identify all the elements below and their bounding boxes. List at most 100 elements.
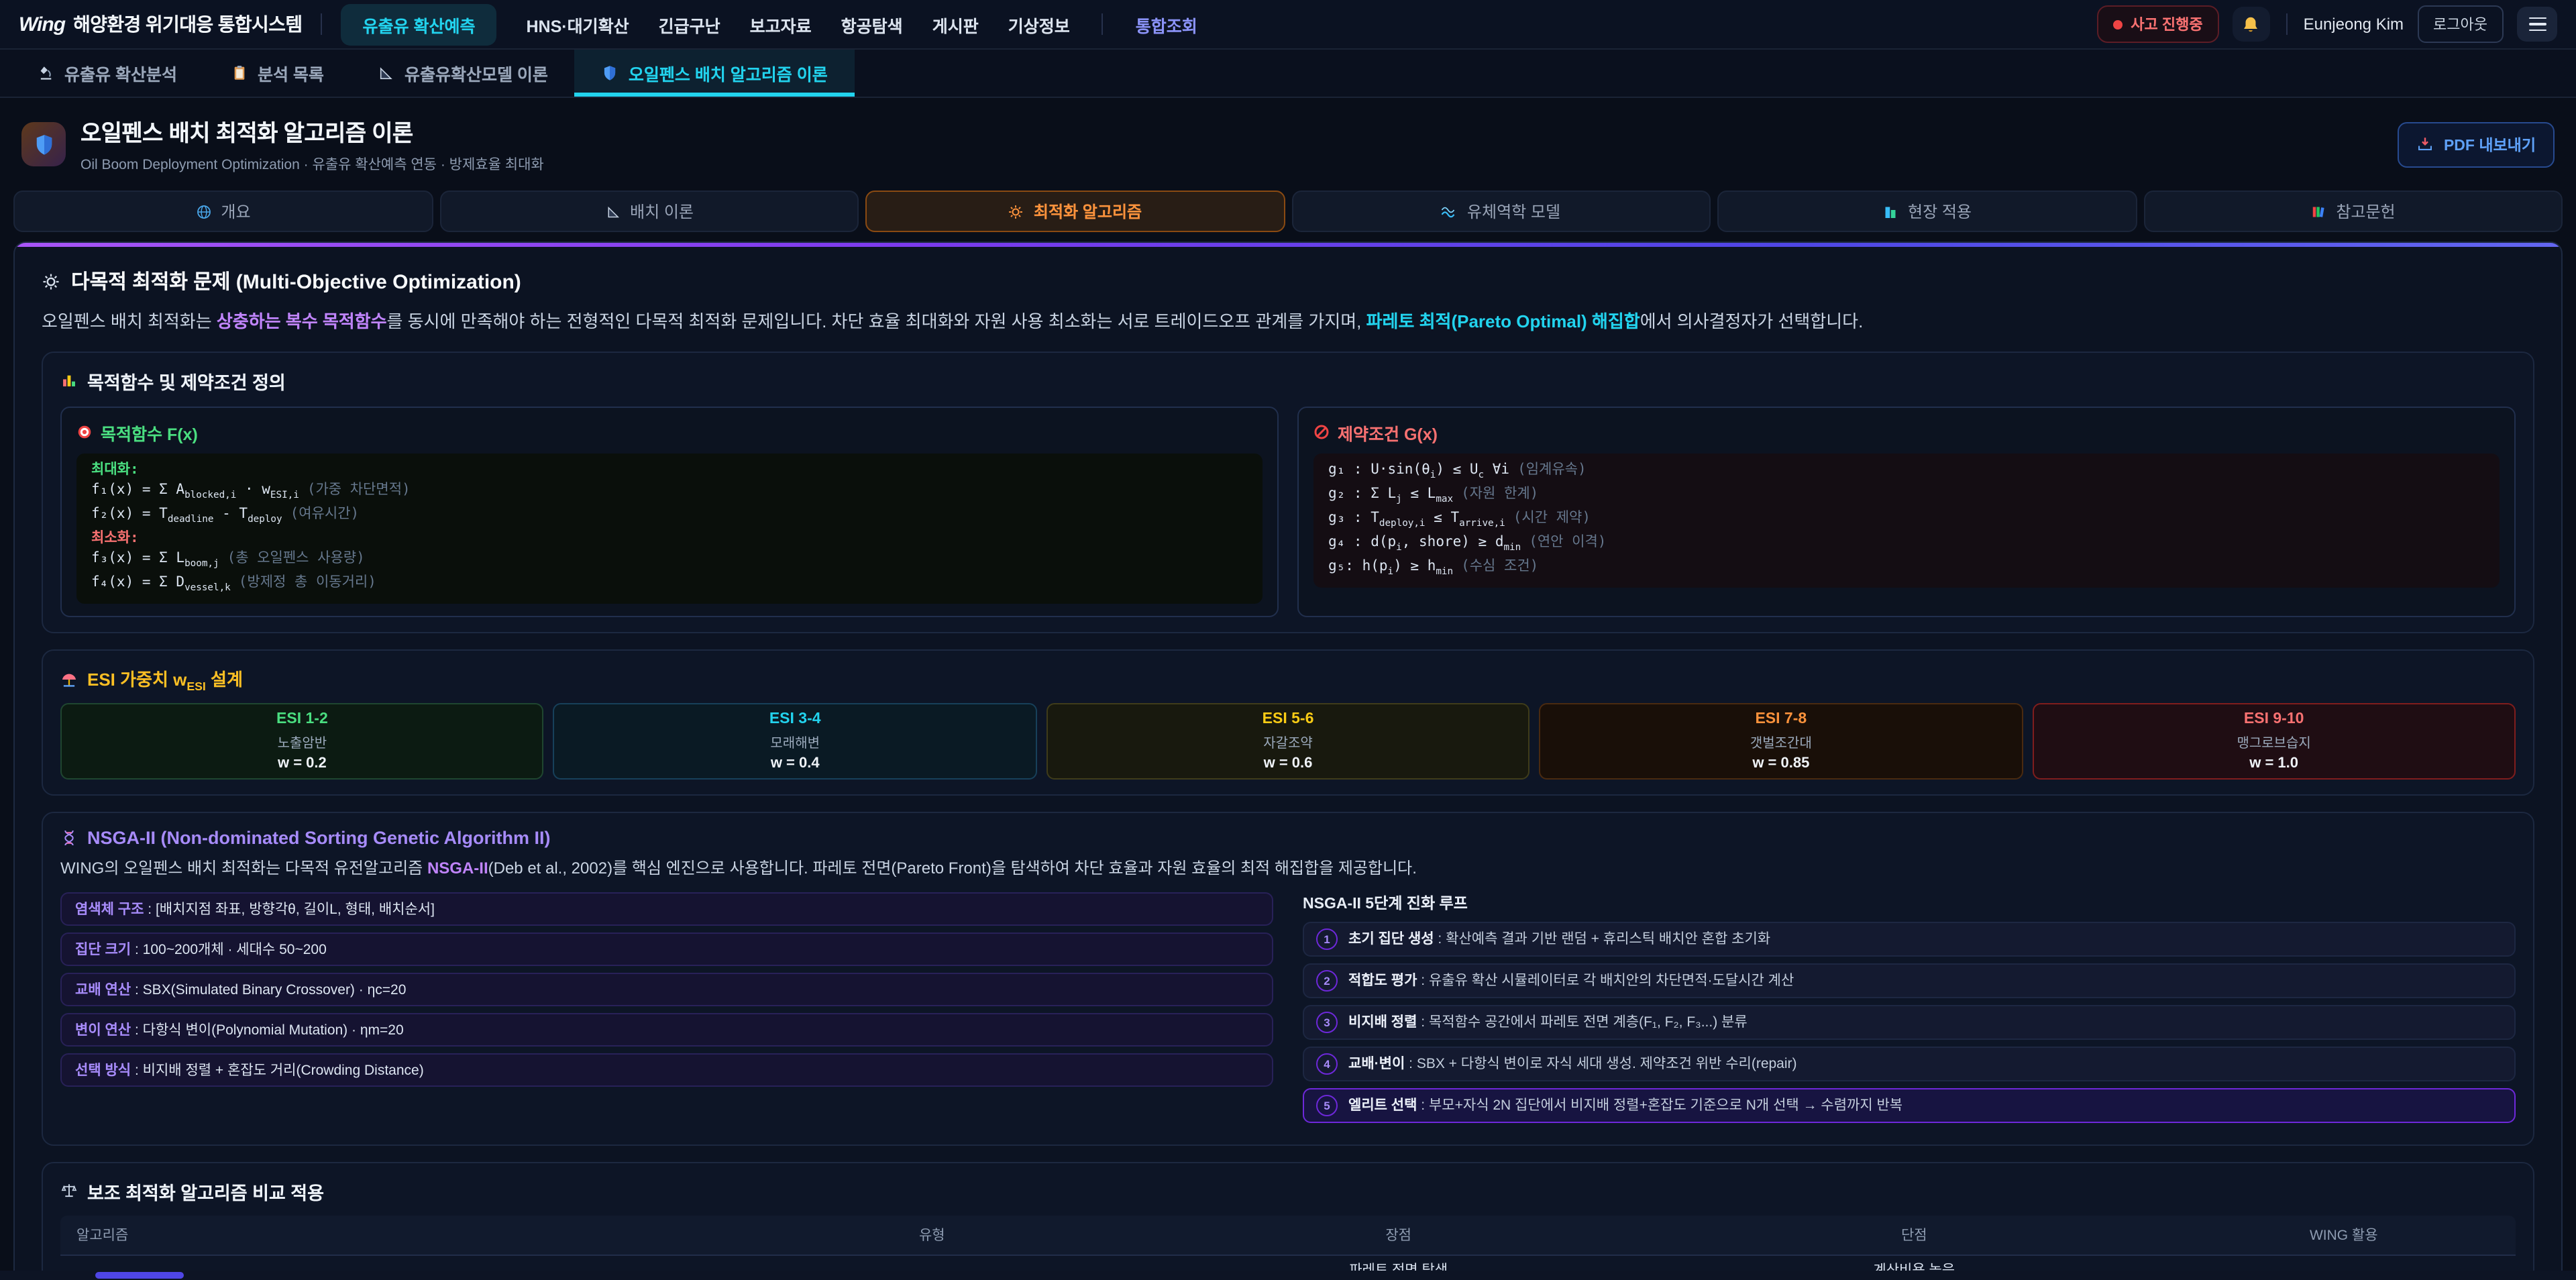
formula-panels: 목적함수 F(x) 최대화: f₁(x) = Σ Ablocked,i · wE… — [60, 406, 2516, 617]
notifications-button[interactable] — [2232, 7, 2270, 42]
globe-icon — [197, 205, 211, 218]
workspace-tab-bar: 유출유 확산분석 분석 목록 유출유확산모델 이론 오일펜스 배치 알고리즘 이… — [0, 50, 2576, 98]
formula-f4: f₄(x) = Σ Dvessel,k (방제정 총 이동거리) — [91, 574, 376, 593]
nav-item-board[interactable]: 게시판 — [932, 17, 979, 36]
formula-g5: g₅: h(pi) ≥ hmin (수심 조건) — [1328, 557, 1539, 577]
param-population: 집단 크기 : 100~200개체 · 세대수 50~200 — [60, 932, 1273, 966]
page-title: 오일펜스 배치 최적화 알고리즘 이론 — [80, 121, 413, 146]
col-type: 유형 — [723, 1215, 1141, 1256]
esi-section-title: ESI 가중치 wESI 설계 — [87, 669, 243, 693]
constraint-panel: 제약조건 G(x) g₁ : U·sin(θi) ≤ Uc ∀i (임계유속) g… — [1297, 406, 2516, 617]
param-crossover: 교배 연산 : SBX(Simulated Binary Crossover) … — [60, 972, 1273, 1006]
nav-item-reports[interactable]: 보고자료 — [749, 17, 812, 36]
app-title: 해양환경 위기대응 통합시스템 — [73, 13, 303, 35]
content-card: 다목적 최적화 문제 (Multi-Objective Optimization… — [13, 242, 2563, 1280]
nav-item-oil-spill-prediction[interactable]: 유출유 확산예측 — [341, 3, 497, 45]
nav-item-integrated-search[interactable]: 통합조회 — [1135, 17, 1197, 36]
highlight-multi-objective: 상충하는 복수 목적함수 — [216, 311, 387, 331]
tab-boom-algorithm-theory[interactable]: 오일펜스 배치 알고리즘 이론 — [574, 50, 855, 97]
page-header: 오일펜스 배치 최적화 알고리즘 이론 Oil Boom Deployment … — [0, 98, 2576, 188]
tab-analysis-list[interactable]: 분석 목록 — [204, 50, 351, 97]
beach-umbrella-icon — [62, 673, 76, 686]
gear-icon — [1009, 205, 1023, 218]
incident-status-badge[interactable]: 사고 진행중 — [2097, 5, 2219, 43]
nsga-loop-title: NSGA-II 5단계 진화 루프 — [1303, 896, 1468, 912]
objective-function-panel: 목적함수 F(x) 최대화: f₁(x) = Σ Ablocked,i · wE… — [60, 406, 1279, 617]
objectives-constraints-box: 목적함수 및 제약조건 정의 목적함수 F(x) 최대화: f₁(x) = Σ … — [42, 351, 2534, 633]
triangle-ruler-icon — [380, 67, 393, 79]
app-logo[interactable]: Wing 해양환경 위기대응 통합시스템 — [19, 11, 303, 38]
section-tab-label: 개요 — [221, 203, 251, 221]
section-tab-field-application[interactable]: 현장 적용 — [1717, 191, 2137, 232]
section-tab-hydrodynamic-model[interactable]: 유체역학 모델 — [1291, 191, 1711, 232]
col-wing-usage: WING 활용 — [2171, 1215, 2516, 1256]
section-tab-label: 배치 이론 — [630, 203, 694, 221]
highlight-nsga: NSGA-II — [427, 859, 488, 878]
nsga-step-3: 3 비지배 정렬 : 목적함수 공간에서 파레토 전면 계층(F₁, F₂, F₃… — [1303, 1004, 2516, 1040]
maximize-label: 최대화: — [91, 461, 139, 477]
balance-scale-icon — [61, 1184, 77, 1197]
objectives-section-header: 목적함수 및 제약조건 정의 — [60, 367, 2516, 394]
step-number-icon: 5 — [1316, 1094, 1338, 1116]
tab-label: 분석 목록 — [257, 66, 324, 85]
constraint-panel-title: 제약조건 G(x) — [1338, 425, 1438, 443]
step-number-icon: 4 — [1316, 1053, 1338, 1075]
menu-button[interactable] — [2517, 7, 2557, 42]
section-tab-references[interactable]: 참고문헌 — [2143, 191, 2563, 232]
nsga-content-grid: 염색체 구조 : [배치지점 좌표, 방향각θ, 길이L, 형태, 배치순서] … — [60, 892, 2516, 1130]
section-tab-optimization-algorithm[interactable]: 최적화 알고리즘 — [865, 191, 1285, 232]
section-tab-overview[interactable]: 개요 — [13, 191, 433, 232]
nsga-paragraph: WING의 오일펜스 배치 최적화는 다목적 유전알고리즘 NSGA-II(De… — [60, 859, 1417, 878]
col-cons: 단점 — [1656, 1215, 2172, 1256]
param-chromosome: 염색체 구조 : [배치지점 좌표, 방향각θ, 길이L, 형태, 배치순서] — [60, 892, 1273, 926]
accent-gradient-bar — [15, 243, 2561, 247]
nav-item-hns[interactable]: HNS·대기확산 — [526, 17, 629, 36]
dna-icon — [64, 831, 74, 847]
nav-item-weather[interactable]: 기상정보 — [1008, 17, 1070, 36]
objective-panel-header: 목적함수 F(x) — [76, 419, 1263, 445]
tab-label: 유출유 확산분석 — [64, 66, 177, 85]
formula-f2: f₂(x) = Tdeadline - Tdeploy (여유시간) — [91, 505, 360, 525]
esi-tile-3-4: ESI 3-4 모래해변 w = 0.4 — [553, 703, 1037, 780]
comparison-header: 보조 최적화 알고리즘 비교 적용 — [60, 1178, 2516, 1205]
top-navigation-bar: Wing 해양환경 위기대응 통합시스템 유출유 확산예측 HNS·대기확산 긴… — [0, 0, 2576, 50]
esi-section-header: ESI 가중치 wESI 설계 — [60, 665, 2516, 693]
main-nav: 유출유 확산예측 HNS·대기확산 긴급구난 보고자료 항공탐색 게시판 기상정… — [341, 3, 1197, 45]
shield-icon — [604, 66, 616, 81]
nsga-params-column: 염색체 구조 : [배치지점 좌표, 방향각θ, 길이L, 형태, 배치순서] … — [60, 892, 1273, 1130]
divider — [321, 13, 323, 35]
nsga-step-4: 4 교배·변이 : SBX + 다항식 변이로 자식 세대 생성. 제약조건 위반… — [1303, 1046, 2516, 1081]
logout-button[interactable]: 로그아웃 — [2417, 5, 2504, 43]
nav-item-rescue[interactable]: 긴급구난 — [658, 17, 720, 36]
nav-item-aerial-search[interactable]: 항공탐색 — [841, 17, 903, 36]
tab-label: 오일펜스 배치 알고리즘 이론 — [628, 66, 828, 85]
formula-f1: f₁(x) = Σ Ablocked,i · wESI,i (가중 차단면적) — [91, 481, 411, 500]
nsga-step-2: 2 적합도 평가 : 유출유 확산 시뮬레이터로 각 배치안의 차단면적·도달시간… — [1303, 963, 2516, 998]
horizontal-scrollbar — [0, 1271, 2576, 1280]
section-tab-label: 유체역학 모델 — [1466, 203, 1561, 221]
pdf-export-button[interactable]: PDF 내보내기 — [2398, 121, 2555, 167]
constraint-formula-block: g₁ : U·sin(θi) ≤ Uc ∀i (임계유속) g₂ : Σ Lj ≤… — [1313, 453, 2500, 588]
intro-heading: 다목적 최적화 문제 (Multi-Objective Optimization… — [42, 267, 2534, 295]
clipboard-icon — [234, 65, 245, 80]
microscope-icon — [40, 66, 52, 80]
shield-icon — [36, 134, 52, 154]
objectives-section-title: 목적함수 및 제약조건 정의 — [87, 372, 286, 392]
objective-panel-title: 목적함수 F(x) — [101, 425, 198, 443]
tab-spill-analysis[interactable]: 유출유 확산분석 — [11, 50, 204, 97]
formula-g2: g₂ : Σ Lj ≤ Lmax (자원 한계) — [1328, 485, 1539, 504]
pdf-export-label: PDF 내보내기 — [2443, 138, 2536, 154]
gear-icon — [43, 273, 59, 289]
formula-g4: g₄ : d(pi, shore) ≥ dmin (연안 이격) — [1328, 533, 1607, 553]
nsga-header: NSGA-II (Non-dominated Sorting Genetic A… — [60, 829, 2516, 849]
page-icon-badge — [21, 122, 66, 166]
tab-diffusion-model-theory[interactable]: 유출유확산모델 이론 — [351, 50, 575, 97]
nsga-box: NSGA-II (Non-dominated Sorting Genetic A… — [42, 812, 2534, 1146]
intro-paragraph: 오일펜스 배치 최적화는 상충하는 복수 목적함수를 동시에 만족해야 하는 전… — [42, 311, 1864, 331]
building-icon — [1885, 206, 1896, 217]
esi-tile-5-6: ESI 5-6 자갈조약 w = 0.6 — [1046, 703, 1530, 780]
nsga-title: NSGA-II (Non-dominated Sorting Genetic A… — [87, 828, 551, 849]
section-tab-deployment-theory[interactable]: 배치 이론 — [439, 191, 859, 232]
scrollbar-thumb[interactable] — [95, 1272, 184, 1279]
